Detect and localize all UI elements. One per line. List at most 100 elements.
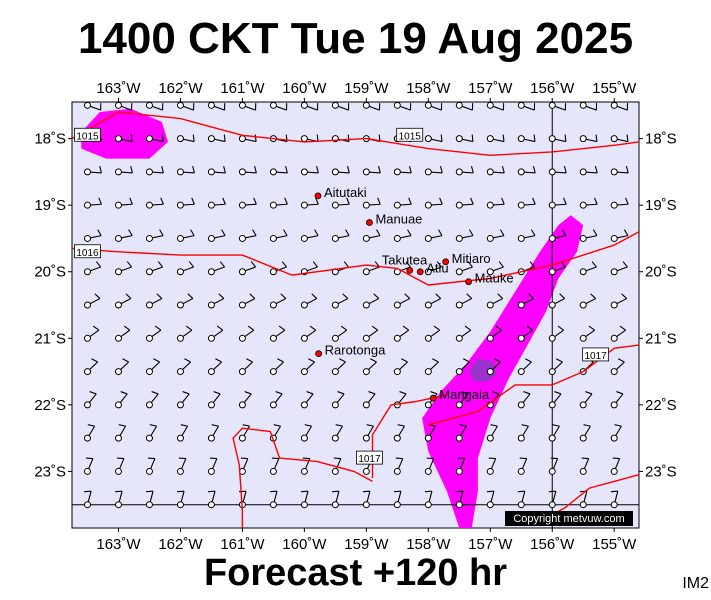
wind-barb-station	[207, 135, 215, 143]
wind-barb-feather	[89, 391, 97, 395]
wind-barb-station	[548, 434, 556, 442]
wind-barb	[393, 424, 405, 442]
wind-barb-station	[517, 168, 525, 176]
wind-barb	[114, 391, 128, 409]
wind-barb-feather	[316, 165, 319, 174]
wind-barb	[455, 325, 472, 342]
wind-barb-feather	[339, 358, 346, 363]
wind-barb-station	[238, 301, 246, 309]
wind-barb-station	[238, 268, 246, 276]
lon-label-top: 160˚W	[282, 80, 327, 97]
wind-barb	[393, 457, 404, 475]
wind-barb	[114, 358, 130, 376]
wind-barb-feather	[501, 197, 505, 205]
wind-barb-feather	[315, 197, 319, 205]
wind-barb-station	[517, 368, 525, 376]
lat-label-right: 23˚S	[645, 463, 677, 480]
wind-barb-station	[300, 301, 308, 309]
wind-barb-feather	[430, 391, 438, 395]
wind-barb-feather	[439, 165, 443, 174]
wind-barb	[269, 325, 286, 342]
wind-barb-station	[83, 101, 91, 109]
lon-label-bottom: 156˚W	[530, 536, 575, 553]
wind-barb-station	[331, 401, 339, 409]
wind-barb-feather	[216, 325, 224, 331]
wind-barb-station	[176, 135, 184, 143]
wind-barb-feather	[161, 134, 164, 142]
wind-barb-station	[362, 234, 370, 242]
wind-barb-feather	[435, 293, 442, 299]
wind-barb-station	[424, 135, 432, 143]
wind-barb-station	[176, 301, 184, 309]
wind-barb-feather	[221, 229, 226, 236]
lon-label-top: 159˚W	[344, 80, 389, 97]
wind-barb	[424, 490, 433, 509]
wind-barb-feather	[439, 197, 443, 205]
wind-barb-station	[114, 434, 122, 442]
wind-barb-station	[424, 501, 432, 509]
wind-barb-feather	[130, 134, 133, 142]
wind-barb	[548, 391, 562, 409]
wind-barb	[145, 134, 164, 143]
wind-barb-station	[610, 301, 618, 309]
wind-barb-station	[83, 501, 91, 509]
wind-barb-feather	[464, 325, 472, 331]
wind-barb-station	[486, 168, 494, 176]
wind-barb-feather	[340, 325, 348, 331]
wind-barb-station	[207, 301, 215, 309]
wind-barb	[517, 101, 536, 111]
wind-barb-station	[114, 168, 122, 176]
wind-barb-feather	[278, 325, 286, 331]
wind-barb-station	[486, 467, 494, 475]
wind-barb-station	[207, 434, 215, 442]
wind-barb-station	[517, 234, 525, 242]
wind-barb-feather	[151, 391, 159, 395]
wind-barb-station	[579, 301, 587, 309]
wind-barb-station	[393, 434, 401, 442]
wind-barb	[238, 325, 255, 342]
wind-barb-station	[579, 201, 587, 209]
wind-barb-station	[455, 101, 463, 109]
wind-barb	[362, 490, 371, 509]
wind-barb	[610, 165, 629, 176]
wind-barb	[455, 229, 474, 242]
wind-barb-feather	[490, 424, 498, 427]
wind-barb-station	[579, 334, 587, 342]
wind-barb-feather	[376, 229, 381, 236]
wind-barb	[424, 165, 443, 176]
isobar-label-box	[356, 450, 383, 465]
wind-barb-station	[455, 368, 463, 376]
wind-barb	[207, 424, 220, 442]
wind-barb-feather	[619, 325, 626, 331]
wind-barb-station	[455, 434, 463, 442]
wind-barb	[517, 197, 536, 209]
wind-barb	[145, 293, 163, 309]
isobar-line	[371, 394, 448, 479]
wind-barb	[579, 101, 598, 111]
wind-barb-feather	[614, 424, 622, 427]
isobar-label-box	[582, 347, 610, 362]
isobars-layer: 1015 1015 1016 1017 1017	[71, 111, 640, 528]
isobar-label: 1016	[76, 248, 99, 259]
island-marker	[366, 219, 373, 226]
wind-barb	[176, 293, 194, 309]
wind-barb	[610, 391, 624, 409]
wind-barb	[393, 325, 410, 342]
wind-barb	[83, 197, 102, 209]
wind-barb	[579, 325, 595, 342]
wind-barb-station	[362, 467, 370, 475]
isobar-label: 1017	[584, 351, 607, 362]
wind-barb	[455, 490, 464, 509]
wind-barb	[176, 101, 195, 111]
isobar-label: 1015	[399, 131, 422, 142]
wind-barb-feather	[219, 261, 226, 268]
wind-barb-station	[83, 301, 91, 309]
wind-barb	[455, 424, 467, 442]
wind-barb	[610, 134, 629, 143]
wind-barb-station	[424, 168, 432, 176]
wind-barb	[300, 165, 319, 176]
wind-barb-feather	[125, 293, 132, 299]
wind-barb-feather	[467, 261, 473, 268]
lon-label-bottom: 163˚W	[96, 536, 141, 553]
wind-barb-feather	[244, 391, 252, 395]
